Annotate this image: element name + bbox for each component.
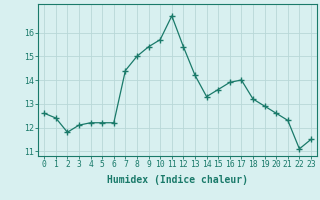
X-axis label: Humidex (Indice chaleur): Humidex (Indice chaleur) — [107, 175, 248, 185]
